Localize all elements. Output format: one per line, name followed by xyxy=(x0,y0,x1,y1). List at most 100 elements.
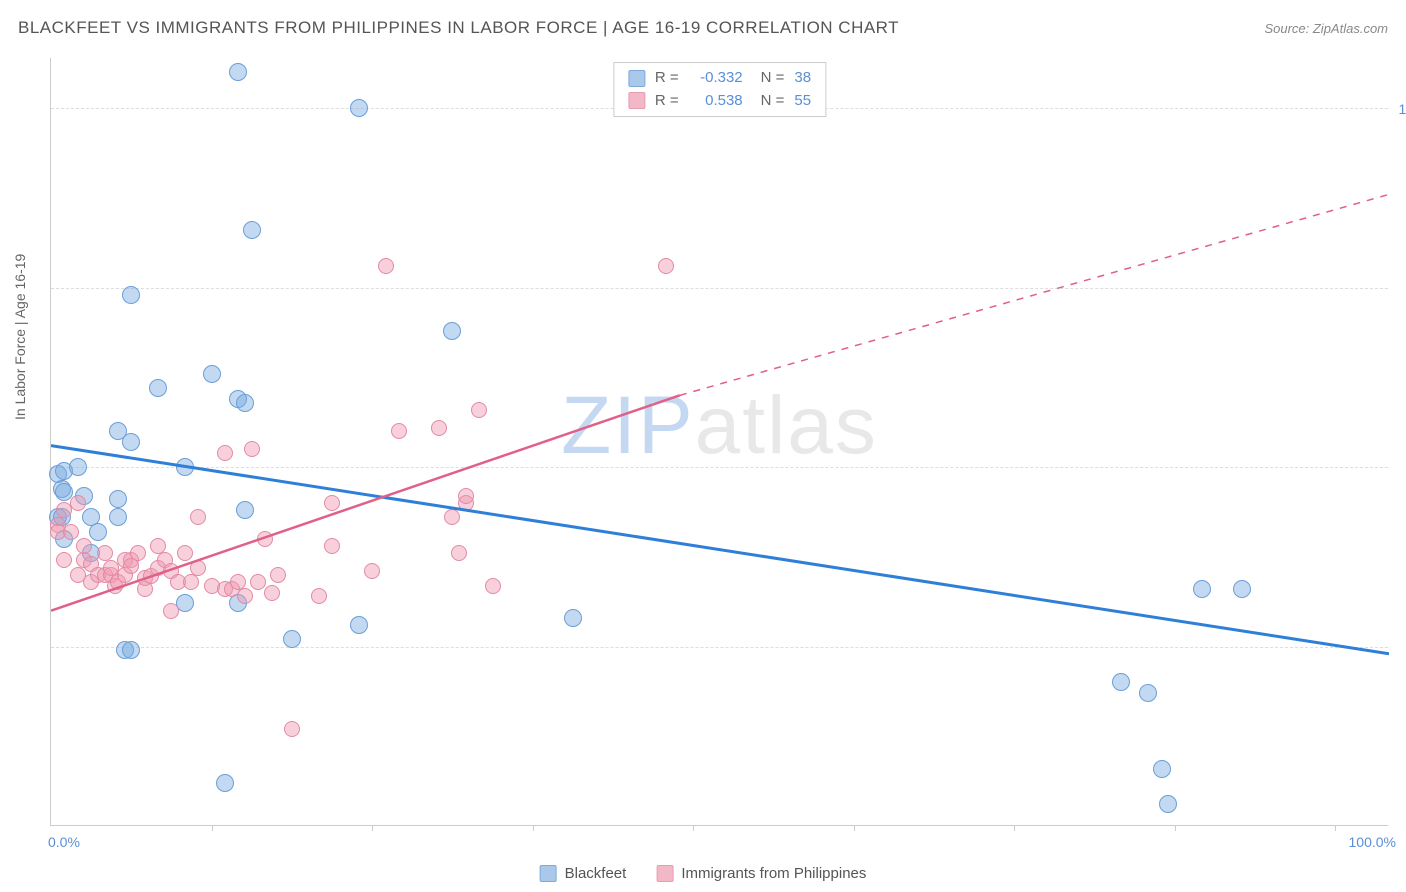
data-point xyxy=(109,490,127,508)
data-point xyxy=(658,258,674,274)
n-label: N = xyxy=(761,67,785,90)
data-point xyxy=(471,402,487,418)
gridline-h: 50.0% xyxy=(51,467,1388,468)
data-point xyxy=(1159,795,1177,813)
data-point xyxy=(122,433,140,451)
data-point xyxy=(1233,580,1251,598)
data-point xyxy=(190,560,206,576)
data-point xyxy=(203,365,221,383)
y-tick-label: 75.0% xyxy=(1394,281,1406,297)
n-label: N = xyxy=(761,90,785,113)
n-value: 38 xyxy=(794,67,811,90)
y-tick-label: 25.0% xyxy=(1394,640,1406,656)
data-point xyxy=(216,774,234,792)
source-attribution: Source: ZipAtlas.com xyxy=(1264,21,1388,36)
data-point xyxy=(311,588,327,604)
series-legend-label: Blackfeet xyxy=(565,865,627,882)
legend-swatch xyxy=(628,70,645,87)
x-tick xyxy=(533,825,534,831)
data-point xyxy=(283,630,301,648)
data-point xyxy=(451,545,467,561)
header-row: BLACKFEET VS IMMIGRANTS FROM PHILIPPINES… xyxy=(18,18,1388,38)
data-point xyxy=(229,63,247,81)
watermark-zip: ZIP xyxy=(561,380,695,471)
watermark-atlas: atlas xyxy=(695,380,878,471)
data-point xyxy=(243,221,261,239)
x-axis-min-label: 0.0% xyxy=(48,834,80,850)
data-point xyxy=(284,721,300,737)
x-tick xyxy=(1175,825,1176,831)
x-tick xyxy=(212,825,213,831)
data-point xyxy=(1112,673,1130,691)
data-point xyxy=(350,99,368,117)
data-point xyxy=(564,609,582,627)
x-axis-max-label: 100.0% xyxy=(1349,834,1396,850)
n-value: 55 xyxy=(794,90,811,113)
x-tick xyxy=(693,825,694,831)
data-point xyxy=(130,545,146,561)
data-point xyxy=(458,488,474,504)
data-point xyxy=(217,445,233,461)
x-tick xyxy=(372,825,373,831)
watermark: ZIPatlas xyxy=(561,379,878,473)
data-point xyxy=(237,588,253,604)
chart-title: BLACKFEET VS IMMIGRANTS FROM PHILIPPINES… xyxy=(18,18,899,38)
data-point xyxy=(1153,760,1171,778)
series-legend-item: Blackfeet xyxy=(540,865,627,882)
series-legend: Blackfeet Immigrants from Philippines xyxy=(540,865,867,882)
legend-swatch xyxy=(540,865,557,882)
correlation-legend-row: R = 0.538 N = 55 xyxy=(628,90,811,113)
y-axis-label: In Labor Force | Age 16-19 xyxy=(12,254,28,420)
r-value: -0.332 xyxy=(689,67,743,90)
data-point xyxy=(190,509,206,525)
data-point xyxy=(378,258,394,274)
data-point xyxy=(244,441,260,457)
data-point xyxy=(264,585,280,601)
trend-line xyxy=(51,446,1389,654)
correlation-legend-row: R = -0.332 N = 38 xyxy=(628,67,811,90)
legend-swatch xyxy=(656,865,673,882)
data-point xyxy=(257,531,273,547)
legend-swatch xyxy=(628,92,645,109)
data-point xyxy=(76,538,92,554)
r-label: R = xyxy=(655,90,679,113)
series-legend-label: Immigrants from Philippines xyxy=(681,865,866,882)
gridline-h: 75.0% xyxy=(51,288,1388,289)
data-point xyxy=(324,495,340,511)
data-point xyxy=(176,458,194,476)
data-point xyxy=(149,379,167,397)
data-point xyxy=(443,322,461,340)
correlation-legend: R = -0.332 N = 38 R = 0.538 N = 55 xyxy=(613,62,826,117)
data-point xyxy=(1139,684,1157,702)
x-tick xyxy=(1335,825,1336,831)
data-point xyxy=(163,603,179,619)
y-tick-label: 100.0% xyxy=(1394,101,1406,117)
data-point xyxy=(391,423,407,439)
data-point xyxy=(69,458,87,476)
x-tick xyxy=(854,825,855,831)
r-label: R = xyxy=(655,67,679,90)
data-point xyxy=(350,616,368,634)
data-point xyxy=(177,545,193,561)
series-legend-item: Immigrants from Philippines xyxy=(656,865,866,882)
data-point xyxy=(431,420,447,436)
data-point xyxy=(324,538,340,554)
data-point xyxy=(122,641,140,659)
data-point xyxy=(364,563,380,579)
data-point xyxy=(270,567,286,583)
r-value: 0.538 xyxy=(689,90,743,113)
data-point xyxy=(63,524,79,540)
plot-area: ZIPatlas R = -0.332 N = 38 R = 0.538 N = 55 25.… xyxy=(50,58,1388,826)
y-tick-label: 50.0% xyxy=(1394,460,1406,476)
data-point xyxy=(485,578,501,594)
data-point xyxy=(89,523,107,541)
data-point xyxy=(109,508,127,526)
data-point xyxy=(183,574,199,590)
data-point xyxy=(56,552,72,568)
data-point xyxy=(236,394,254,412)
data-point xyxy=(122,286,140,304)
data-point xyxy=(70,495,86,511)
data-point xyxy=(1193,580,1211,598)
x-axis-labels: 0.0% 100.0% xyxy=(50,834,1388,854)
gridline-h: 25.0% xyxy=(51,647,1388,648)
